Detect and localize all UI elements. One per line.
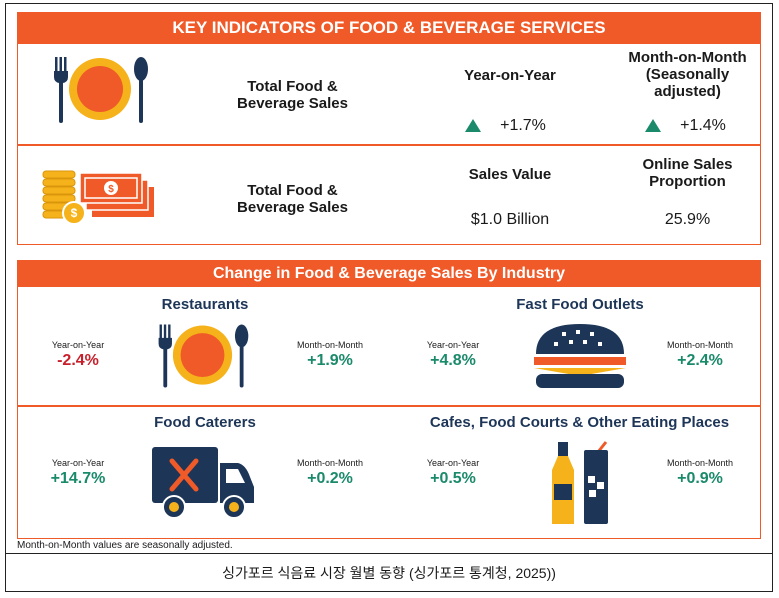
industry-row-divider (17, 405, 761, 407)
row2-sales-header: Sales Value (468, 166, 552, 183)
caption-divider (5, 553, 773, 554)
industry-cafes-mom-label: Month-on-Month (666, 458, 734, 468)
key-indicators-banner: KEY INDICATORS OF FOOD & BEVERAGE SERVIC… (17, 12, 761, 44)
industry-fastfood-yoy-label: Year-on-Year (426, 340, 480, 350)
industry-cafes-yoy-label: Year-on-Year (426, 458, 480, 468)
row2-online-header: Online Sales Proportion (642, 156, 733, 190)
footnote: Month-on-Month values are seasonally adj… (17, 540, 233, 551)
industry-restaurants-mom: +1.9% (307, 352, 353, 369)
industry-caterers-yoy: +14.7% (50, 470, 106, 487)
industry-banner: Change in Food & Beverage Sales By Indus… (17, 260, 761, 287)
row-divider (17, 144, 761, 146)
svg-text:$: $ (71, 206, 78, 220)
delivery-truck-icon (150, 445, 258, 521)
industry-caterers-mom-label: Month-on-Month (296, 458, 364, 468)
industry-restaurants-mom-label: Month-on-Month (296, 340, 364, 350)
row1-yoy-header: Year-on-Year (464, 67, 556, 84)
row2-sales-value: $1.0 Billion (470, 211, 550, 228)
industry-restaurants-yoy-label: Year-on-Year (51, 340, 105, 350)
industry-restaurants-title: Restaurants (161, 296, 249, 313)
row1-mom-header: Month-on-Month (Seasonally adjusted) (628, 49, 747, 100)
industry-fastfood-mom: +2.4% (677, 352, 723, 369)
industry-restaurants-yoy: -2.4% (57, 352, 99, 369)
industry-fastfood-mom-label: Month-on-Month (666, 340, 734, 350)
row1-mom-value: +1.4% (680, 117, 726, 134)
row1-yoy-value: +1.7% (500, 117, 546, 134)
up-triangle-icon (465, 119, 481, 132)
industry-caterers-mom: +0.2% (307, 470, 353, 487)
industry-caterers-yoy-label: Year-on-Year (51, 458, 105, 468)
drinks-icon (548, 440, 618, 526)
figure-caption: 싱가포르 식음료 시장 월별 동향 (싱가포르 통계청, 2025)) (222, 565, 556, 581)
row2-online-value: 25.9% (664, 211, 711, 228)
up-triangle-icon (645, 119, 661, 132)
industry-cafes-title: Cafes, Food Courts & Other Eating Places (429, 414, 730, 431)
plate-fork-spoon-icon (150, 322, 255, 390)
row2-label: Total Food & Beverage Sales (237, 182, 348, 216)
industry-caterers-title: Food Caterers (154, 414, 256, 431)
industry-cafes-mom: +0.9% (677, 470, 723, 487)
svg-text:$: $ (108, 184, 114, 195)
industry-fastfood-title: Fast Food Outlets (516, 296, 644, 313)
burger-icon (532, 322, 628, 390)
row1-label: Total Food & Beverage Sales (237, 78, 348, 112)
plate-fork-spoon-icon (45, 55, 155, 125)
industry-fastfood-yoy: +4.8% (430, 352, 476, 369)
coins-cash-icon: $ $ (40, 165, 160, 227)
industry-cafes-yoy: +0.5% (430, 470, 476, 487)
figure-frame (5, 3, 773, 592)
